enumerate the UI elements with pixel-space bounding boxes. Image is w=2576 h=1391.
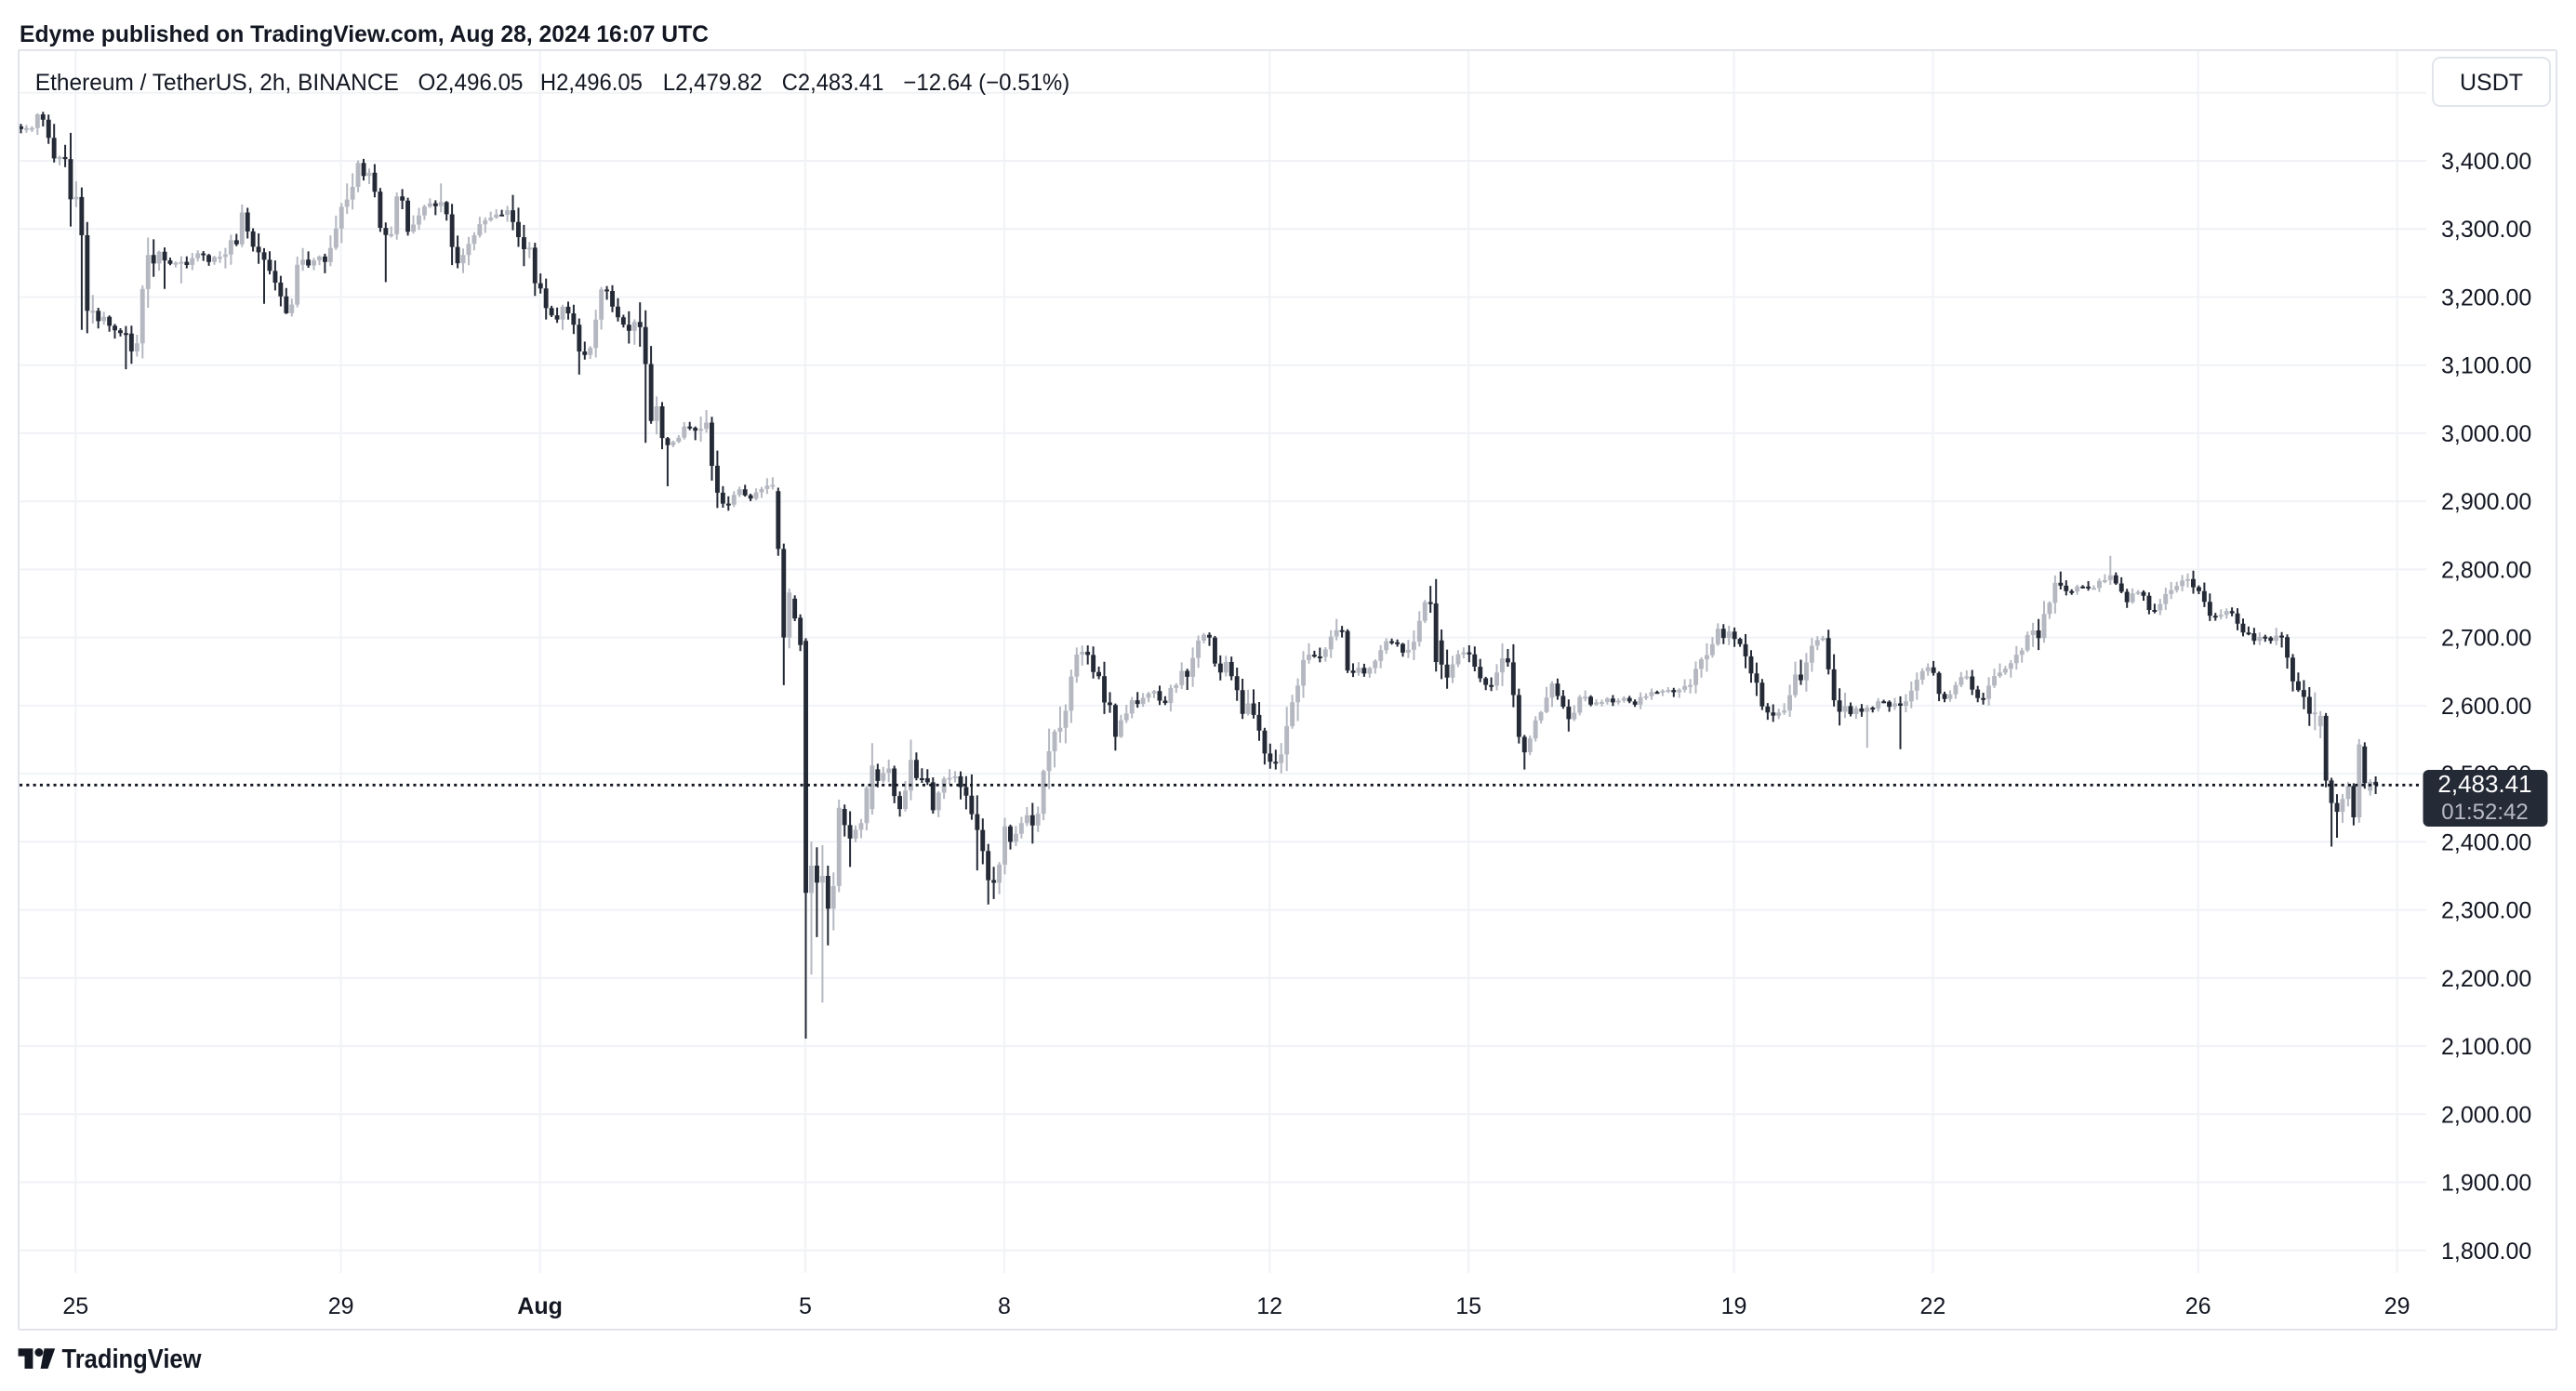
svg-text:1,800.00: 1,800.00	[2441, 1239, 2531, 1265]
svg-text:2,200.00: 2,200.00	[2441, 966, 2531, 992]
svg-text:L2,479.82: L2,479.82	[663, 70, 763, 96]
svg-text:2,700.00: 2,700.00	[2441, 626, 2531, 652]
svg-text:Ethereum / TetherUS, 2h, BINAN: Ethereum / TetherUS, 2h, BINANCE	[35, 70, 399, 96]
svg-text:15: 15	[1455, 1293, 1481, 1319]
svg-text:29: 29	[2384, 1293, 2410, 1319]
svg-text:3,000.00: 3,000.00	[2441, 421, 2531, 447]
svg-text:12: 12	[1256, 1293, 1282, 1319]
svg-text:19: 19	[1721, 1293, 1747, 1319]
svg-text:−12.64 (−0.51%): −12.64 (−0.51%)	[903, 70, 1069, 96]
svg-text:2,100.00: 2,100.00	[2441, 1034, 2531, 1060]
svg-text:5: 5	[799, 1293, 812, 1319]
svg-text:1,900.00: 1,900.00	[2441, 1171, 2531, 1197]
svg-text:3,300.00: 3,300.00	[2441, 217, 2531, 243]
svg-text:2,483.41: 2,483.41	[2437, 770, 2531, 798]
svg-text:2,900.00: 2,900.00	[2441, 489, 2531, 515]
svg-text:USDT: USDT	[2460, 70, 2523, 96]
svg-text:C2,483.41: C2,483.41	[782, 70, 884, 96]
svg-text:H2,496.05: H2,496.05	[540, 70, 643, 96]
svg-text:2,800.00: 2,800.00	[2441, 557, 2531, 583]
svg-text:22: 22	[1919, 1293, 1945, 1319]
svg-text:8: 8	[998, 1293, 1011, 1319]
svg-text:3,200.00: 3,200.00	[2441, 285, 2531, 311]
svg-text:2,300.00: 2,300.00	[2441, 898, 2531, 924]
svg-text:Edyme published on TradingView: Edyme published on TradingView.com, Aug …	[20, 21, 709, 47]
svg-text:TradingView: TradingView	[62, 1345, 202, 1374]
svg-text:O2,496.05: O2,496.05	[418, 70, 524, 96]
svg-text:2,600.00: 2,600.00	[2441, 694, 2531, 720]
svg-text:3,100.00: 3,100.00	[2441, 353, 2531, 379]
svg-text:Aug: Aug	[517, 1293, 563, 1319]
svg-text:25: 25	[62, 1293, 88, 1319]
svg-text:2,400.00: 2,400.00	[2441, 829, 2531, 855]
svg-text:26: 26	[2185, 1293, 2211, 1319]
svg-text:2,000.00: 2,000.00	[2441, 1102, 2531, 1128]
svg-text:01:52:42: 01:52:42	[2441, 800, 2528, 825]
svg-text:29: 29	[328, 1293, 354, 1319]
svg-text:3,400.00: 3,400.00	[2441, 149, 2531, 175]
